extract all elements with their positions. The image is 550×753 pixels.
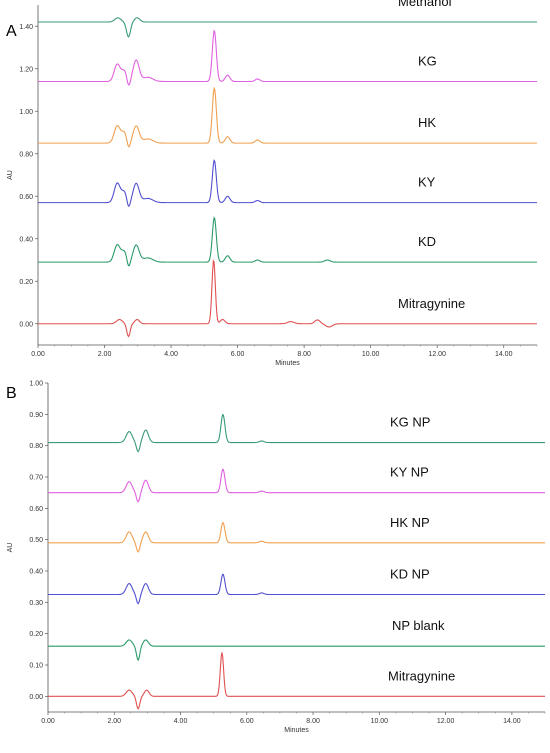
trace-line [38,17,537,38]
trace-label: KY NP [390,465,429,480]
y-tick-label: 1.20 [19,66,33,73]
trace-label: HK [418,115,436,130]
x-tick-label: 14.00 [503,718,521,725]
trace-line [48,521,545,553]
x-tick-label: 14.00 [495,351,513,358]
trace-label: KG [418,54,437,69]
trace-line [38,29,537,86]
trace-line [38,159,537,207]
y-tick-label: 0.80 [19,151,33,158]
y-tick-label: 0.60 [29,506,43,513]
y-tick-label: 1.40 [19,24,33,31]
trace-line [38,86,537,148]
trace-line [48,639,545,662]
x-tick-label: 2.00 [98,351,112,358]
y-tick-label: 1.00 [19,109,33,116]
y-tick-label: 0.00 [29,694,43,701]
trace-line [48,573,545,605]
trace-label: KY [418,175,436,190]
trace-line [38,259,537,338]
y-tick-label: 0.50 [29,537,43,544]
y-tick-label: 0.90 [29,412,43,419]
trace-label: Methanol [398,0,452,9]
panel-a: A 0.00 0.20 0.40 0.60 0.80 1.00 1.20 1.40 0.00 2.0… [6,0,538,367]
trace-label: KD [418,234,436,249]
x-tick-label: 12.00 [437,718,455,725]
trace-line [38,216,537,267]
x-tick-label: 8.00 [306,718,320,725]
trace-label: Mitragynine [388,668,455,683]
x-tick-label: 12.00 [428,351,446,358]
x-tick-label: 0.00 [41,718,55,725]
trace-label: NP blank [392,618,445,633]
x-tick-label: 4.00 [164,351,178,358]
y-axis-label: AU [7,170,14,180]
y-tick-label: 0.70 [29,475,43,482]
x-tick-label: 10.00 [371,718,389,725]
x-tick-label: 6.00 [231,351,245,358]
y-tick-label: 0.00 [19,321,33,328]
y-tick-label: 0.30 [29,600,43,607]
y-tick-label: 0.10 [29,663,43,670]
x-tick-label: 0.00 [31,351,45,358]
trace-line [48,413,545,453]
trace-label: KG NP [390,415,430,430]
y-tick-label: 0.40 [29,569,43,576]
y-tick-label: 0.20 [19,279,33,286]
x-tick-label: 4.00 [174,718,188,725]
x-axis-label: Minutes [284,727,309,734]
trace-line [48,468,545,503]
x-tick-label: 8.00 [297,351,311,358]
panel-label: A [6,23,17,40]
trace-label: KD NP [390,567,430,582]
x-tick-label: 2.00 [107,718,121,725]
y-tick-label: 0.80 [29,443,43,450]
x-axis-label: Minutes [275,360,300,367]
x-tick-label: 6.00 [240,718,254,725]
y-tick-label: 1.00 [29,381,43,388]
y-tick-label: 0.20 [29,631,43,638]
trace-line [48,652,545,710]
trace-label: HK NP [390,515,430,530]
y-axis-label: AU [7,543,14,553]
x-tick-label: 10.00 [362,351,380,358]
trace-label: Mitragynine [398,296,465,311]
y-tick-label: 0.40 [19,236,33,243]
y-tick-label: 0.60 [19,194,33,201]
panel-b: B 0.00 0.10 0.20 0.30 0.40 0.50 0.60 0.70 0.80 0.9… [6,381,546,734]
panel-label: B [6,385,17,402]
